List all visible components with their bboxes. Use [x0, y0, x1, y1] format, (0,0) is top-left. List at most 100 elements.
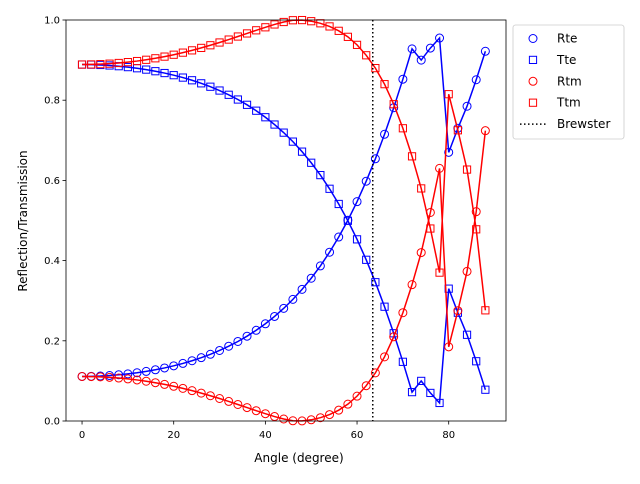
data-point-rte: [160, 363, 170, 373]
data-point-rte: [352, 197, 362, 207]
data-point-rtm: [215, 394, 225, 404]
data-point-rtm: [370, 368, 380, 378]
legend-label-rtm: Rtm: [557, 74, 582, 88]
data-point-ttm: [371, 64, 380, 73]
data-point-tte: [215, 86, 224, 95]
data-point-ttm: [123, 58, 132, 67]
data-point-rte: [270, 311, 280, 321]
legend-marker-ttm: [528, 98, 538, 107]
data-point-rtm: [361, 381, 371, 391]
data-point-rtm: [224, 396, 234, 406]
data-point-ttm: [453, 126, 462, 135]
data-point-rtm: [306, 415, 316, 425]
data-point-ttm: [215, 38, 224, 47]
data-point-tte: [242, 100, 252, 109]
data-point-ttm: [352, 40, 362, 49]
data-point-ttm: [132, 56, 142, 66]
data-point-rtm: [242, 403, 252, 413]
data-point-ttm: [96, 60, 105, 69]
data-point-tte: [142, 65, 151, 74]
data-point-ttm: [242, 29, 252, 38]
data-point-rtm: [178, 383, 188, 393]
data-point-tte: [462, 330, 472, 339]
data-point-rtm: [435, 163, 445, 173]
legend-frame: [512, 24, 625, 140]
data-point-rtm: [279, 414, 289, 424]
data-point-rtm: [233, 399, 243, 409]
data-point-rte: [306, 273, 316, 283]
legend-marker-tte: [528, 55, 538, 64]
series-line-rte: [82, 36, 487, 378]
data-point-rtm: [315, 413, 325, 423]
data-point-tte: [435, 398, 444, 408]
data-point-rtm: [141, 376, 151, 386]
data-point-tte: [261, 113, 270, 122]
data-point-tte: [169, 71, 178, 80]
data-point-rte: [398, 74, 408, 84]
data-point-rte: [260, 319, 270, 329]
data-point-tte: [371, 278, 380, 287]
data-point-rte: [233, 336, 243, 346]
data-point-rte: [425, 43, 435, 53]
data-point-ttm: [334, 26, 343, 35]
data-point-rte: [435, 33, 445, 43]
data-point-ttm: [178, 48, 187, 57]
x-tick-label: 60: [351, 430, 364, 441]
data-point-ttm: [444, 90, 453, 99]
data-point-ttm: [233, 32, 242, 41]
data-point-ttm: [343, 32, 352, 41]
data-point-rte: [242, 331, 252, 341]
y-tick-label: 0.6: [44, 176, 60, 187]
plot-area: [65, 15, 507, 426]
data-point-rtm: [480, 126, 490, 136]
plot-frame: [65, 19, 507, 422]
data-point-ttm: [261, 23, 270, 32]
data-point-rtm: [398, 308, 408, 318]
data-point-ttm: [279, 17, 288, 27]
data-point-rtm: [416, 248, 426, 258]
data-point-rte: [444, 147, 454, 157]
data-point-tte: [270, 120, 279, 129]
data-point-rtm: [462, 266, 472, 276]
y-tick-label: 1.0: [44, 16, 60, 27]
data-point-rte: [288, 294, 298, 304]
data-point-rtm: [453, 306, 463, 316]
data-point-ttm: [481, 306, 490, 315]
data-point-rte: [334, 232, 344, 242]
data-point-ttm: [105, 59, 114, 68]
data-point-ttm: [417, 184, 426, 193]
data-point-ttm: [87, 60, 96, 69]
data-point-rte: [315, 261, 325, 271]
data-point-ttm: [407, 152, 417, 161]
data-point-rtm: [325, 410, 335, 420]
data-point-rte: [370, 154, 380, 164]
data-point-rte: [224, 341, 234, 351]
data-point-ttm: [252, 26, 261, 35]
y-tick-label: 0.2: [44, 336, 60, 347]
data-point-tte: [334, 199, 343, 209]
data-point-ttm: [472, 225, 481, 234]
legend-marker-rtm: [528, 76, 538, 86]
data-point-tte: [352, 235, 362, 244]
data-point-ttm: [307, 17, 316, 26]
data-point-rtm: [105, 372, 115, 382]
data-point-tte: [472, 357, 481, 366]
data-point-rte: [380, 129, 390, 139]
data-point-rte: [361, 176, 371, 186]
data-point-rte: [407, 44, 417, 54]
data-point-ttm: [270, 20, 279, 29]
data-point-tte: [279, 128, 288, 137]
y-axis: 0.0 0.2 0.4 0.6 0.8 1.0: [44, 16, 66, 428]
data-point-rte: [169, 361, 179, 371]
legend-label-ttm: Ttm: [556, 96, 581, 110]
data-point-rtm: [334, 405, 344, 415]
data-point-rte: [279, 303, 289, 313]
data-point-tte: [362, 255, 371, 264]
data-point-tte: [252, 106, 261, 115]
x-tick-label: 40: [259, 430, 272, 441]
y-tick-label: 0.8: [44, 96, 60, 107]
data-point-tte: [224, 90, 233, 99]
data-point-rte: [114, 370, 124, 380]
data-point-ttm: [426, 224, 435, 233]
data-point-rte: [150, 365, 160, 375]
